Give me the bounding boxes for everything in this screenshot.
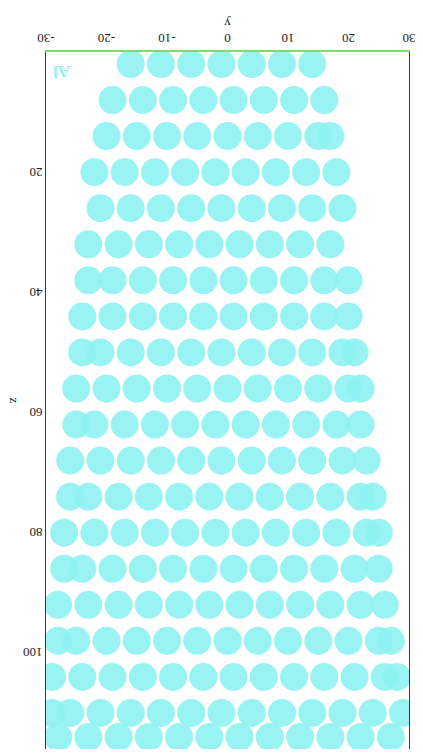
svg-text:0: 0	[224, 31, 231, 46]
svg-text:-10: -10	[158, 31, 175, 46]
svg-text:100: 100	[23, 645, 43, 660]
svg-text:60: 60	[29, 405, 42, 420]
svg-text:-30: -30	[37, 31, 54, 46]
svg-text:20: 20	[342, 31, 355, 46]
svg-text:20: 20	[29, 165, 42, 180]
svg-text:30: 30	[403, 31, 416, 46]
svg-text:10: 10	[282, 31, 295, 46]
svg-text:80: 80	[29, 525, 42, 540]
svg-text:z: z	[7, 398, 22, 404]
svg-text:-20: -20	[98, 31, 115, 46]
svg-text:y: y	[224, 16, 231, 31]
svg-text:Al: Al	[53, 62, 70, 81]
svg-text:40: 40	[29, 285, 42, 300]
